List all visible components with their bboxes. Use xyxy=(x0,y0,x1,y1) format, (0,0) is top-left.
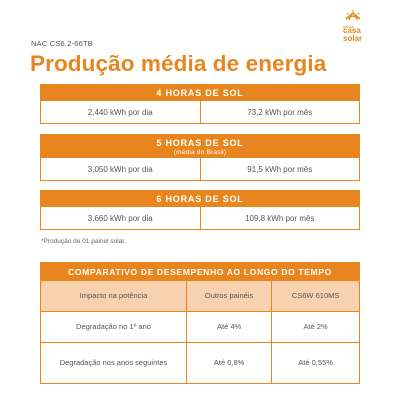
table-cell: Degradação no 1º ano xyxy=(41,310,187,342)
table-row: Degradação nos anos seguintes Até 0,8% A… xyxy=(41,341,359,383)
sun-hours-block-5: 5 HORAS DE SOL (média do Brasil) 3,050 k… xyxy=(40,134,360,181)
monthly-production: 109,8 kWh por mês xyxy=(199,207,360,229)
block-subheader: (média do Brasil) xyxy=(173,148,227,156)
brand-logo: minha casa solar xyxy=(332,10,374,46)
block-header: 6 HORAS DE SOL xyxy=(41,191,359,207)
table-cell: Até 2% xyxy=(271,310,359,342)
block-values-row: 3,660 kWh por dia 109,8 kWh por mês xyxy=(41,207,359,229)
daily-production: 2,440 kWh por dia xyxy=(87,107,153,117)
sun-hours-block-4: 4 HORAS DE SOL 2,440 kWh por dia 73,2 kW… xyxy=(40,84,360,124)
table-cell: Até 0,8% xyxy=(185,341,272,383)
daily-production: 3,660 kWh por dia xyxy=(87,213,153,223)
monthly-production: 73,2 kWh por mês xyxy=(199,101,360,123)
monthly-production: 91,5 kWh por mês xyxy=(199,158,360,180)
column-header: Impacto na potência xyxy=(41,281,187,311)
logo-casa-text: casa xyxy=(343,26,361,35)
block-header: 5 HORAS DE SOL (média do Brasil) xyxy=(41,135,359,158)
model-code: NAC CS6.2-66TB xyxy=(31,39,93,48)
table-cell: Degradação nos anos seguintes xyxy=(41,341,187,383)
table-cell: Até 4% xyxy=(185,310,272,342)
sun-hours-block-6: 6 HORAS DE SOL 3,660 kWh por dia 109,8 k… xyxy=(40,190,360,230)
sun-house-icon xyxy=(345,10,361,21)
block-values-row: 2,440 kWh por dia 73,2 kWh por mês xyxy=(41,101,359,123)
logo-small-text: minha xyxy=(343,24,354,29)
table-cell: Até 0,55% xyxy=(271,341,359,383)
block-header: 4 HORAS DE SOL xyxy=(41,85,359,101)
logo-solar-text: solar xyxy=(343,34,363,43)
daily-production: 3,050 kWh por dia xyxy=(87,164,153,174)
comparison-table: COMPARATIVO DE DESEMPENHO AO LONGO DO TE… xyxy=(40,262,360,384)
comparison-title: COMPARATIVO DE DESEMPENHO AO LONGO DO TE… xyxy=(41,263,359,281)
column-header: Outros painéis xyxy=(185,281,272,311)
table-header-row: Impacto na potência Outros painéis CS6W … xyxy=(41,281,359,311)
table-row: Degradação no 1º ano Até 4% Até 2% xyxy=(41,310,359,342)
footnote: *Produção de 01 painel solar. xyxy=(41,238,126,245)
page-title: Produção média de energia xyxy=(30,51,327,76)
block-values-row: 3,050 kWh por dia 91,5 kWh por mês xyxy=(41,158,359,180)
column-header: CS6W 610MS xyxy=(271,281,359,311)
